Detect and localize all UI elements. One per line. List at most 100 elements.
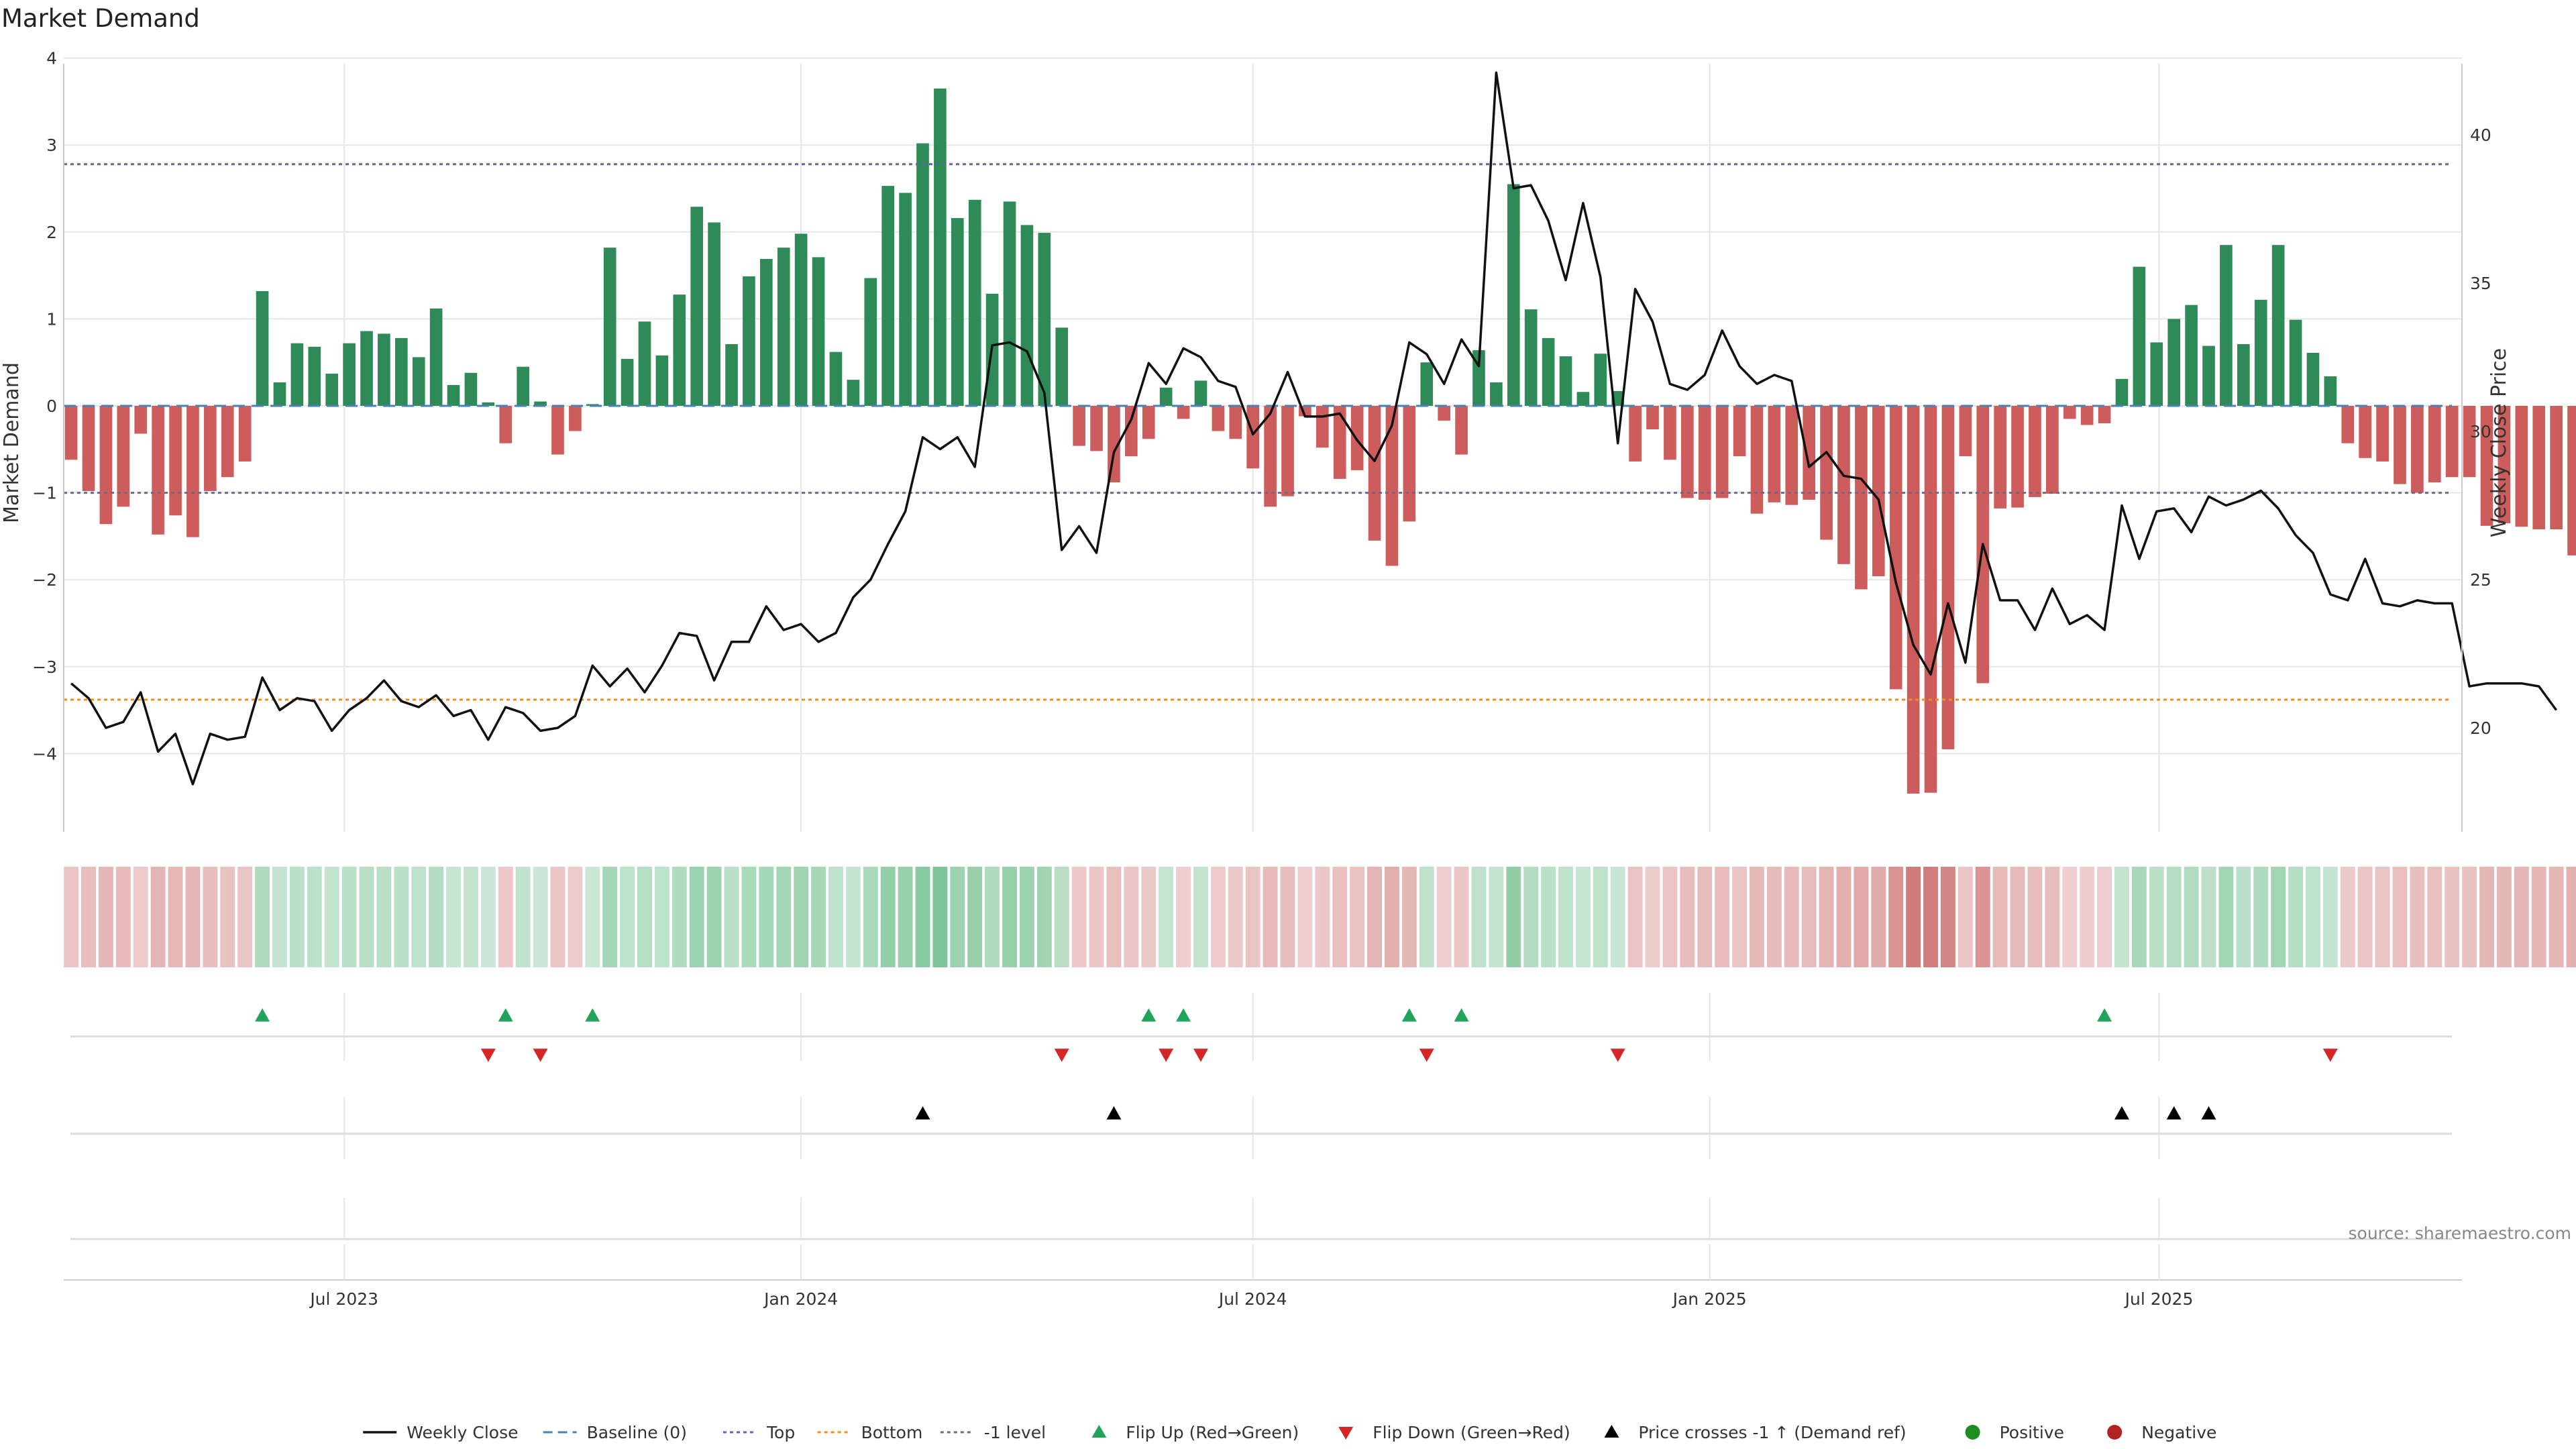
heat-cell [1193, 867, 1208, 967]
demand-bar-negative [1994, 406, 2006, 508]
demand-bar-positive [1003, 201, 1016, 406]
heat-cell [1454, 867, 1469, 967]
flip-up-marker [585, 1008, 600, 1022]
heat-cell [1159, 867, 1174, 967]
demand-bar-negative [204, 406, 217, 492]
heat-cell [2566, 867, 2576, 967]
source-note: source: sharemaestro.com [2349, 1224, 2572, 1243]
demand-bar-positive [325, 374, 339, 406]
heat-cell [1610, 867, 1625, 967]
demand-bar-positive [2167, 319, 2181, 406]
heat-cell [1541, 867, 1556, 967]
demand-bar-negative [551, 406, 564, 455]
demand-bar-positive [1420, 362, 1434, 406]
legend-label: Bottom [861, 1423, 923, 1442]
y-tick-label: 4 [46, 49, 57, 68]
legend-item: Flip Up (Red→Green) [1091, 1423, 1299, 1442]
heat-cell [880, 867, 896, 967]
heat-cell [1367, 867, 1382, 967]
y-tick-label: −3 [32, 657, 57, 677]
demand-bar-positive [1576, 392, 1590, 406]
demand-bar-negative [2550, 406, 2563, 530]
heat-cell [237, 867, 253, 967]
weekly-close-line [70, 71, 2558, 786]
demand-bar-positive [2306, 352, 2320, 406]
demand-bar-positive [429, 308, 443, 406]
demand-bar-positive [847, 380, 860, 406]
demand-bar-negative [1368, 406, 1381, 541]
heat-cell [985, 867, 1000, 967]
demand-bar-positive [482, 402, 495, 406]
demand-bar-negative [1142, 406, 1155, 439]
heat-cell [2375, 867, 2390, 967]
demand-bar-positive [794, 233, 808, 406]
y2-tick-label: 40 [2470, 125, 2491, 145]
flip-down-marker [533, 1049, 548, 1062]
heat-cell [1854, 867, 1869, 967]
heat-cell [2114, 867, 2129, 967]
demand-bar-positive [447, 384, 460, 406]
demand-bar-negative [1455, 406, 1468, 455]
heat-cell [1384, 867, 1399, 967]
demand-bar-positive [2324, 376, 2337, 406]
demand-bar-negative [1316, 406, 1329, 448]
demand-bar-positive [2185, 305, 2198, 406]
demand-bar-positive [517, 366, 529, 406]
demand-bar-positive [1038, 233, 1051, 406]
y-axis-label: Market Demand [0, 362, 23, 523]
heat-cell [1992, 867, 2008, 967]
heat-cell [1210, 867, 1226, 967]
heat-cell [776, 867, 792, 967]
heat-cell [654, 867, 669, 967]
demand-bar-negative [2394, 406, 2406, 484]
heat-cell [932, 867, 948, 967]
flip-up-marker [498, 1008, 513, 1022]
legend-label: Positive [2000, 1423, 2064, 1442]
heat-cell [620, 867, 635, 967]
demand-bar-positive [1159, 387, 1173, 406]
y-tick-label: −1 [32, 484, 57, 503]
demand-bar-positive [256, 290, 269, 406]
heat-cell [2080, 867, 2095, 967]
heat-cell [2322, 867, 2338, 967]
heat-cell [1871, 867, 1886, 967]
y-tick-label: 2 [46, 223, 57, 242]
demand-bar-negative [1681, 406, 1694, 498]
axes: −4 −3 −2 −1 0 1 2 3 4 20 25 30 35 40 [32, 49, 2491, 832]
heat-cell [533, 867, 548, 967]
heat-cell [550, 867, 566, 967]
heat-cell [2531, 867, 2546, 967]
demand-bar-positive [2220, 245, 2233, 406]
heat-cell [2253, 867, 2269, 967]
legend-item: Positive [1965, 1423, 2064, 1442]
legend-label: Negative [2141, 1423, 2216, 1442]
demand-bar-negative [2359, 406, 2371, 458]
demand-bar-negative [1177, 406, 1190, 419]
legend: Weekly Close Baseline (0) Top Bottom -1 leve… [363, 1423, 2216, 1442]
heat-cell [1819, 867, 1834, 967]
demand-bar-negative [1837, 406, 1850, 564]
heat-cell [1401, 867, 1417, 967]
demand-bar-negative [1803, 406, 1816, 500]
demand-bar-negative [2445, 406, 2459, 478]
demand-bar-negative [1664, 406, 1676, 460]
demand-bar-positive [1559, 356, 1572, 406]
heat-cell [1575, 867, 1591, 967]
demand-bar-negative [221, 406, 234, 478]
event-markers [70, 1008, 2452, 1240]
demand-bar-positive [290, 343, 304, 406]
demand-bar-negative [1733, 406, 1746, 457]
demand-bar-negative [1698, 406, 1711, 500]
heat-cell [150, 867, 166, 967]
demand-bar-negative [2046, 406, 2059, 494]
demand-bar-negative [1350, 406, 1364, 470]
demand-bar-positive [638, 321, 651, 406]
demand-bar-negative [1108, 406, 1120, 483]
demand-bar-positive [899, 193, 912, 406]
heat-cell [863, 867, 878, 967]
legend-label: Top [766, 1423, 795, 1442]
demand-bar-positive [360, 331, 373, 406]
demand-bar-positive [743, 276, 755, 406]
demand-bar-negative [186, 406, 199, 537]
